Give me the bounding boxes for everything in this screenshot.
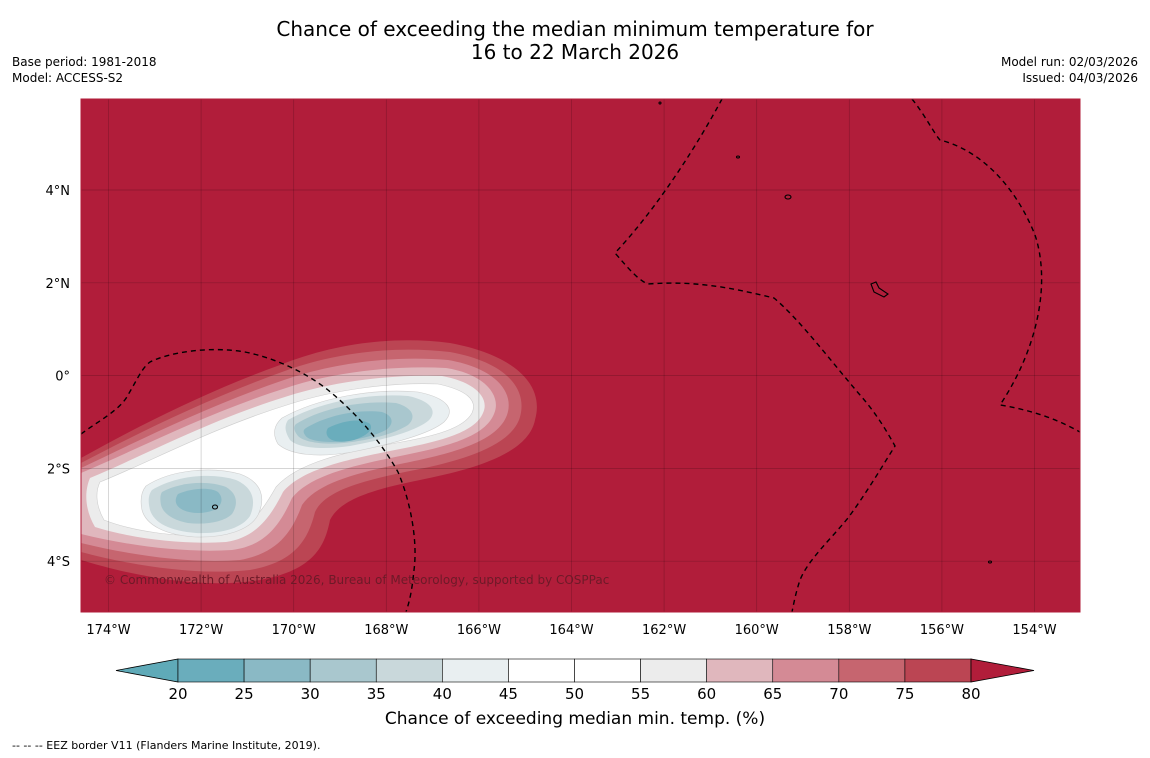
colorbar-segment xyxy=(309,658,377,683)
longitude-tick-label: 160°W xyxy=(735,623,779,638)
colorbar-tick-label: 40 xyxy=(433,685,452,703)
colorbar-tick-label: 60 xyxy=(697,685,716,703)
colorbar-tick-label: 25 xyxy=(235,685,254,703)
colorbar-tick-label: 35 xyxy=(367,685,386,703)
colorbar-segment xyxy=(640,658,707,683)
island xyxy=(658,101,662,105)
model-text: Model: ACCESS-S2 xyxy=(12,71,124,85)
colorbar-segment xyxy=(706,658,774,683)
colorbar-segment xyxy=(243,658,311,683)
colorbar-tick-label: 55 xyxy=(631,685,650,703)
colorbar-segment xyxy=(904,658,972,683)
longitude-tick-label: 156°W xyxy=(920,623,964,638)
colorbar-tick-label: 45 xyxy=(499,685,518,703)
longitude-tick-label: 166°W xyxy=(457,623,501,638)
latitude-labels: 4°N 2°N 0° 2°S 4°S xyxy=(46,184,71,570)
model-info: Base period: 1981-2018 Model: ACCESS-S2 xyxy=(12,54,157,86)
model-run-text: Model run: 02/03/2026 xyxy=(1000,55,1138,69)
colorbar-segment xyxy=(508,658,575,683)
run-info: Model run: 02/03/2026 Issued: 04/03/2026 xyxy=(1001,54,1138,86)
colorbar-tick-label: 20 xyxy=(168,685,187,703)
eez-border-east xyxy=(911,99,1080,433)
latitude-tick-label: 4°N xyxy=(46,184,71,199)
colorbar-tick-label: 30 xyxy=(301,685,320,703)
colorbar-segment xyxy=(442,658,509,683)
eez-footnote: -- -- -- EEZ border V11 (Flanders Marine… xyxy=(12,739,321,752)
eez-borders xyxy=(81,99,1080,612)
island xyxy=(735,155,741,159)
colorbar-segment xyxy=(772,658,840,683)
copyright-text: © Commonwealth of Australia 2026, Bureau… xyxy=(104,573,609,587)
colorbar-extend-high xyxy=(970,658,1035,683)
colorbar-extend-low xyxy=(115,658,179,683)
longitude-labels: 174°W 172°W 170°W 168°W 166°W 164°W 162°W 160°W… xyxy=(86,623,1056,638)
map-title: Chance of exceeding the median minimum t… xyxy=(0,18,1150,64)
colorbar-segment xyxy=(375,658,443,683)
island xyxy=(987,560,993,564)
longitude-tick-label: 174°W xyxy=(86,623,130,638)
longitude-tick-label: 158°W xyxy=(827,623,871,638)
longitude-tick-label: 170°W xyxy=(272,623,316,638)
base-period-text: Base period: 1981-2018 xyxy=(12,55,157,69)
plot-frame xyxy=(80,98,1081,613)
longitude-tick-label: 162°W xyxy=(642,623,686,638)
colorbar-segment xyxy=(838,658,906,683)
colorbar-segment xyxy=(574,658,641,683)
colorbar-tick-label: 75 xyxy=(895,685,914,703)
probability-contours xyxy=(81,340,537,584)
latitude-tick-label: 2°S xyxy=(47,462,70,477)
title-line-2: 16 to 22 March 2026 xyxy=(470,40,680,64)
islands xyxy=(211,101,993,564)
contour-30-west xyxy=(175,488,222,513)
longitude-tick-label: 172°W xyxy=(179,623,223,638)
colorbar-tick-label: 80 xyxy=(961,685,980,703)
longitude-tick-label: 168°W xyxy=(364,623,408,638)
graticule xyxy=(81,99,1080,612)
colorbar-segment xyxy=(177,658,245,683)
contour-25-east xyxy=(326,420,372,442)
longitude-tick-label: 154°W xyxy=(1012,623,1056,638)
colorbar: 20 25 30 35 40 45 50 55 60 65 70 75 80 xyxy=(115,658,1035,703)
latitude-tick-label: 4°S xyxy=(47,555,70,570)
island xyxy=(784,194,792,200)
colorbar-tick-label: 70 xyxy=(829,685,848,703)
colorbar-tick-label: 65 xyxy=(763,685,782,703)
island xyxy=(870,281,889,298)
colorbar-tick-label: 50 xyxy=(565,685,584,703)
island xyxy=(211,504,219,510)
title-line-1: Chance of exceeding the median minimum t… xyxy=(276,17,874,41)
issued-text: Issued: 04/03/2026 xyxy=(1022,71,1138,85)
latitude-tick-label: 2°N xyxy=(46,277,71,292)
colorbar-label: Chance of exceeding median min. temp. (%… xyxy=(384,709,766,729)
eez-border-west xyxy=(81,348,416,612)
longitude-tick-label: 164°W xyxy=(549,623,593,638)
latitude-tick-label: 0° xyxy=(55,370,70,385)
